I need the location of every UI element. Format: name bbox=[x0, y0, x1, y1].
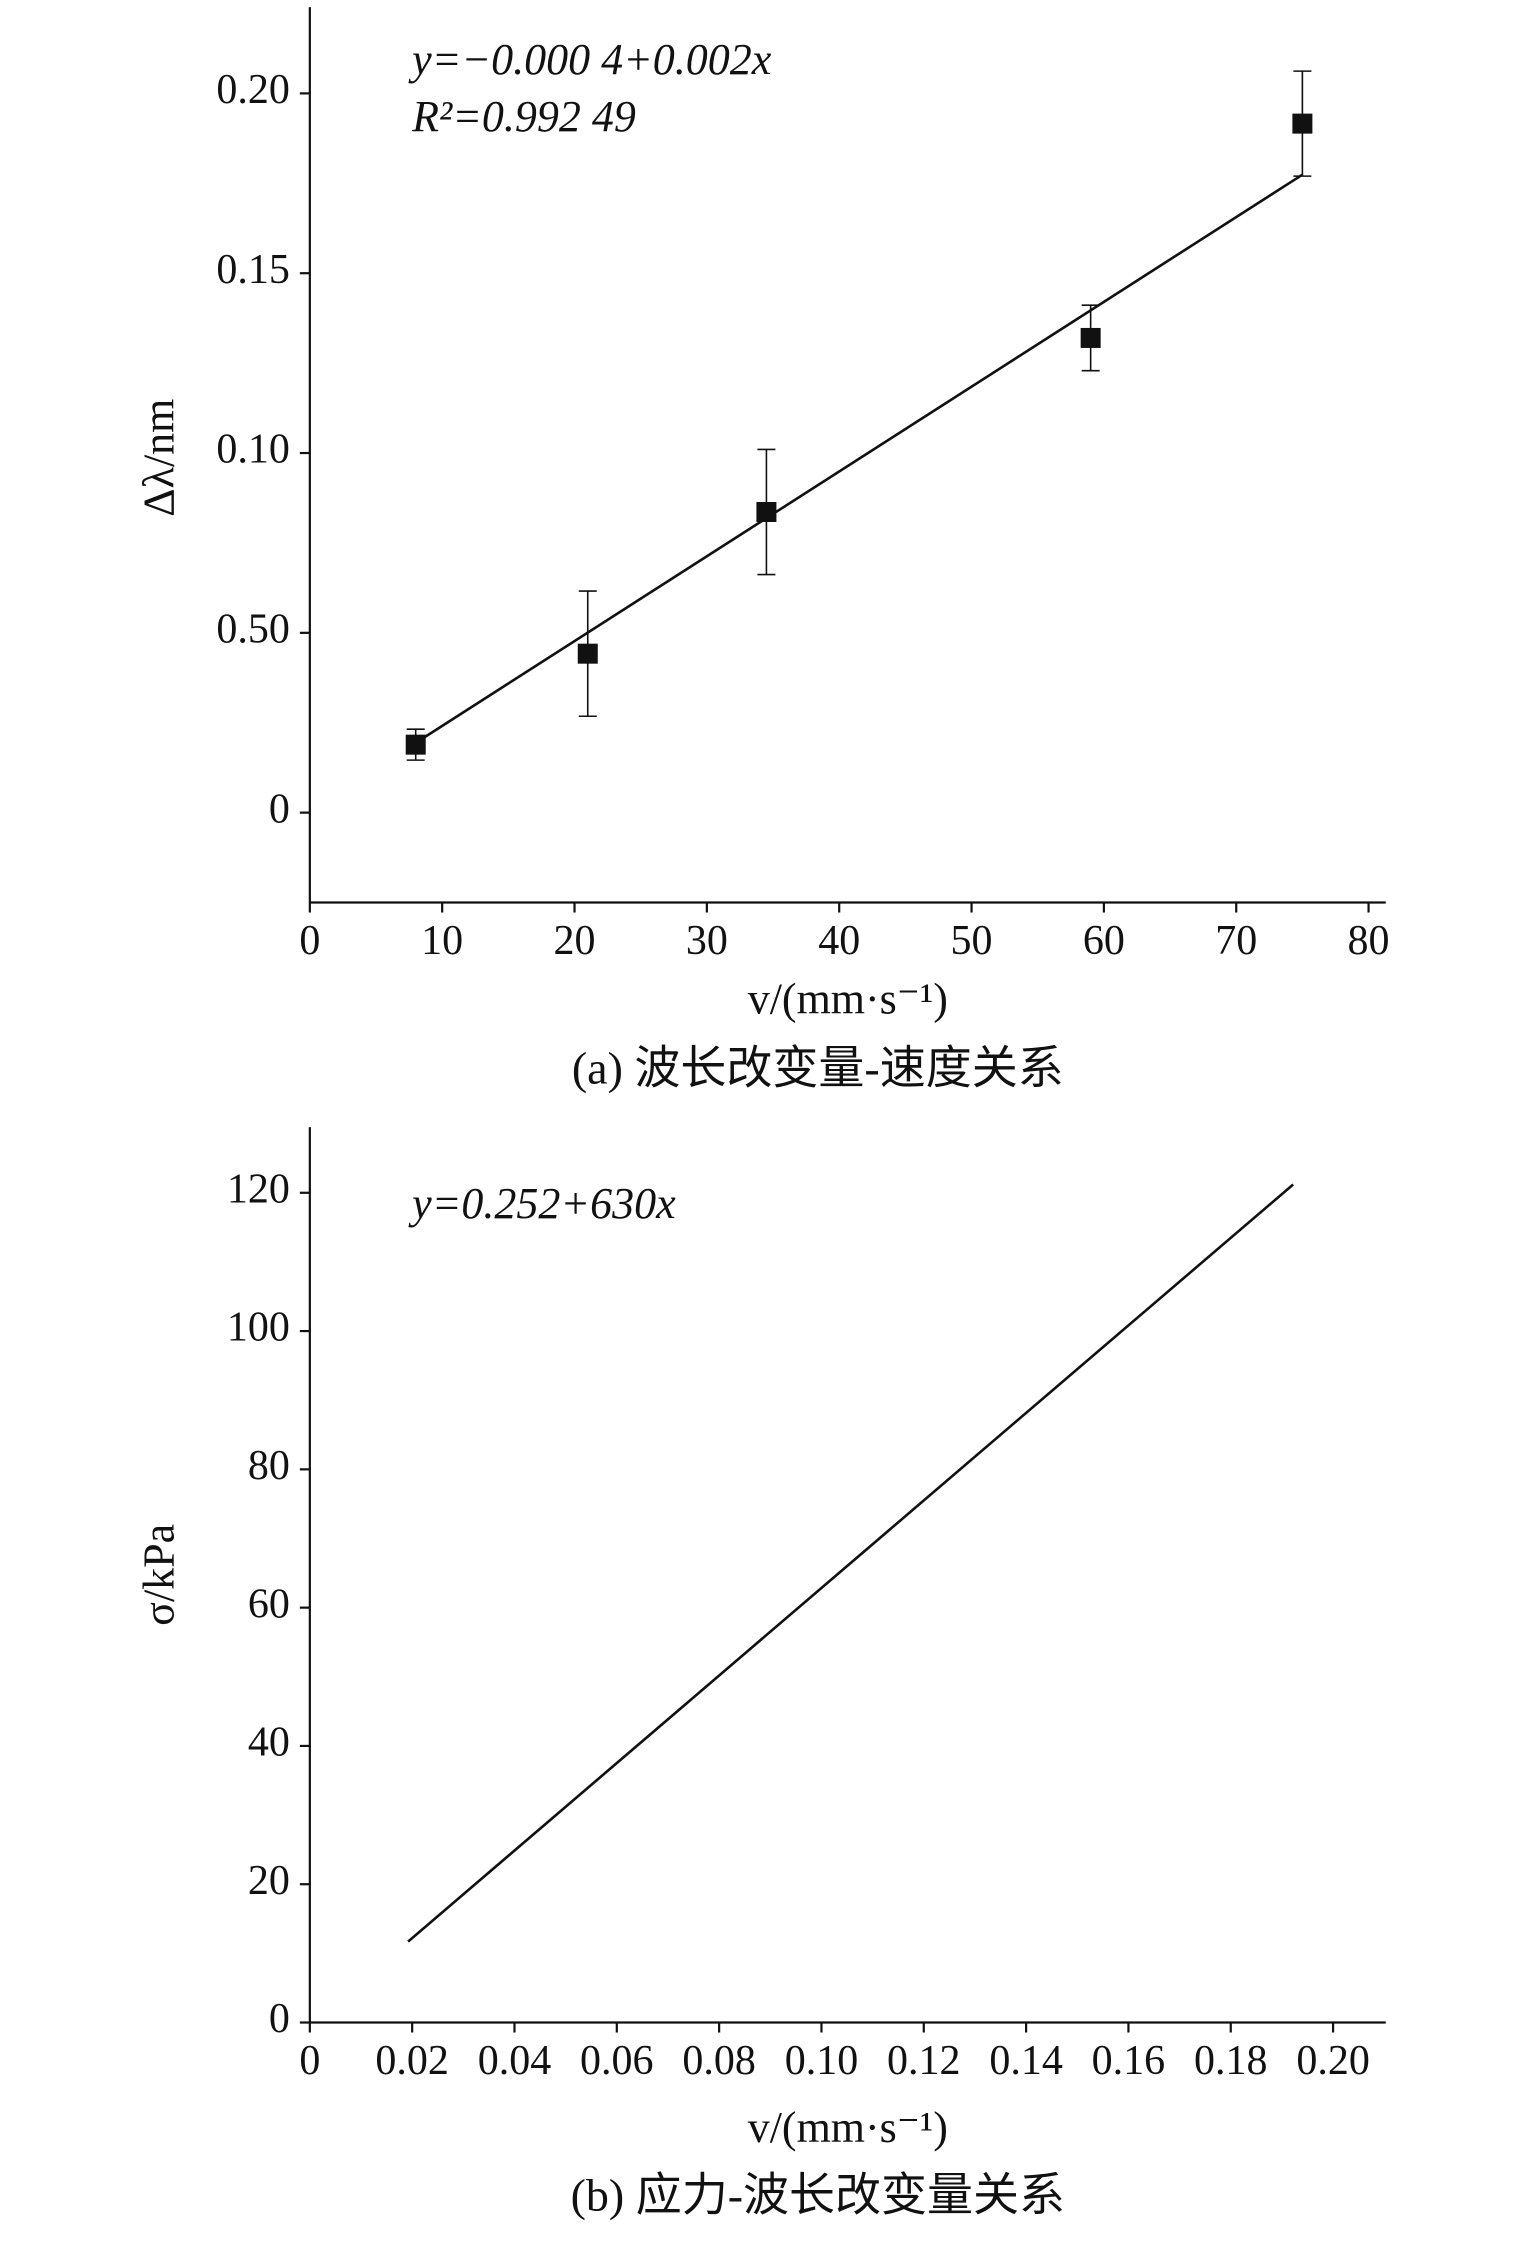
x-axis-label: v/(mm·s⁻¹) bbox=[748, 975, 948, 1024]
y-axis-label: σ/kPa bbox=[135, 1524, 184, 1626]
x-axis-label: v/(mm·s⁻¹) bbox=[748, 2103, 948, 2152]
x-tick-label: 0.06 bbox=[580, 2038, 654, 2084]
x-tick-label: 0 bbox=[299, 2038, 320, 2084]
y-tick-label: 80 bbox=[248, 1443, 290, 1489]
y-axis-label: Δλ/nm bbox=[135, 399, 184, 517]
y-tick-label: 120 bbox=[227, 1166, 290, 1212]
x-tick-label: 0.16 bbox=[1092, 2038, 1166, 2084]
x-tick-label: 10 bbox=[421, 918, 463, 964]
annotation: R²=0.992 49 bbox=[411, 92, 636, 141]
x-tick-label: 30 bbox=[686, 918, 728, 964]
x-tick-label: 0 bbox=[299, 918, 320, 964]
x-tick-label: 0.12 bbox=[887, 2038, 961, 2084]
fit-line bbox=[415, 173, 1304, 744]
point bbox=[1292, 113, 1313, 134]
y-tick-label: 0.15 bbox=[216, 247, 290, 293]
point bbox=[577, 643, 598, 664]
y-tick-label: 0.10 bbox=[216, 427, 290, 473]
point bbox=[405, 734, 426, 755]
x-tick-label: 0.04 bbox=[478, 2038, 552, 2084]
y-tick-label: 0.50 bbox=[216, 606, 290, 652]
y-tick-label: 100 bbox=[227, 1305, 290, 1351]
line bbox=[407, 1183, 1295, 1943]
x-tick-label: 70 bbox=[1215, 918, 1257, 964]
y-tick-label: 0.20 bbox=[216, 67, 290, 113]
x-tick-label: 60 bbox=[1083, 918, 1125, 964]
caption: (a) 波长改变量-速度关系 bbox=[572, 1043, 1064, 1094]
y-tick-label: 0 bbox=[269, 786, 290, 832]
point bbox=[1080, 327, 1101, 348]
y-tick-label: 0 bbox=[269, 1996, 290, 2042]
y-tick-label: 60 bbox=[248, 1581, 290, 1627]
annotation: y=−0.000 4+0.002x bbox=[408, 35, 772, 84]
x-tick-label: 50 bbox=[951, 918, 993, 964]
x-tick-label: 80 bbox=[1348, 918, 1390, 964]
caption: (b) 应力-波长改变量关系 bbox=[571, 2170, 1065, 2221]
y-tick-label: 40 bbox=[248, 1720, 290, 1766]
x-tick-label: 0.20 bbox=[1296, 2038, 1370, 2084]
y-tick-label: 20 bbox=[248, 1858, 290, 1904]
point bbox=[756, 501, 777, 522]
x-tick-label: 0.14 bbox=[989, 2038, 1063, 2084]
annotation: y=0.252+630x bbox=[408, 1179, 676, 1228]
x-tick-label: 20 bbox=[554, 918, 596, 964]
x-tick-label: 40 bbox=[818, 918, 860, 964]
x-tick-label: 0.10 bbox=[785, 2038, 859, 2084]
x-tick-label: 0.08 bbox=[682, 2038, 756, 2084]
x-tick-label: 0.18 bbox=[1194, 2038, 1268, 2084]
x-tick-label: 0.02 bbox=[375, 2038, 449, 2084]
